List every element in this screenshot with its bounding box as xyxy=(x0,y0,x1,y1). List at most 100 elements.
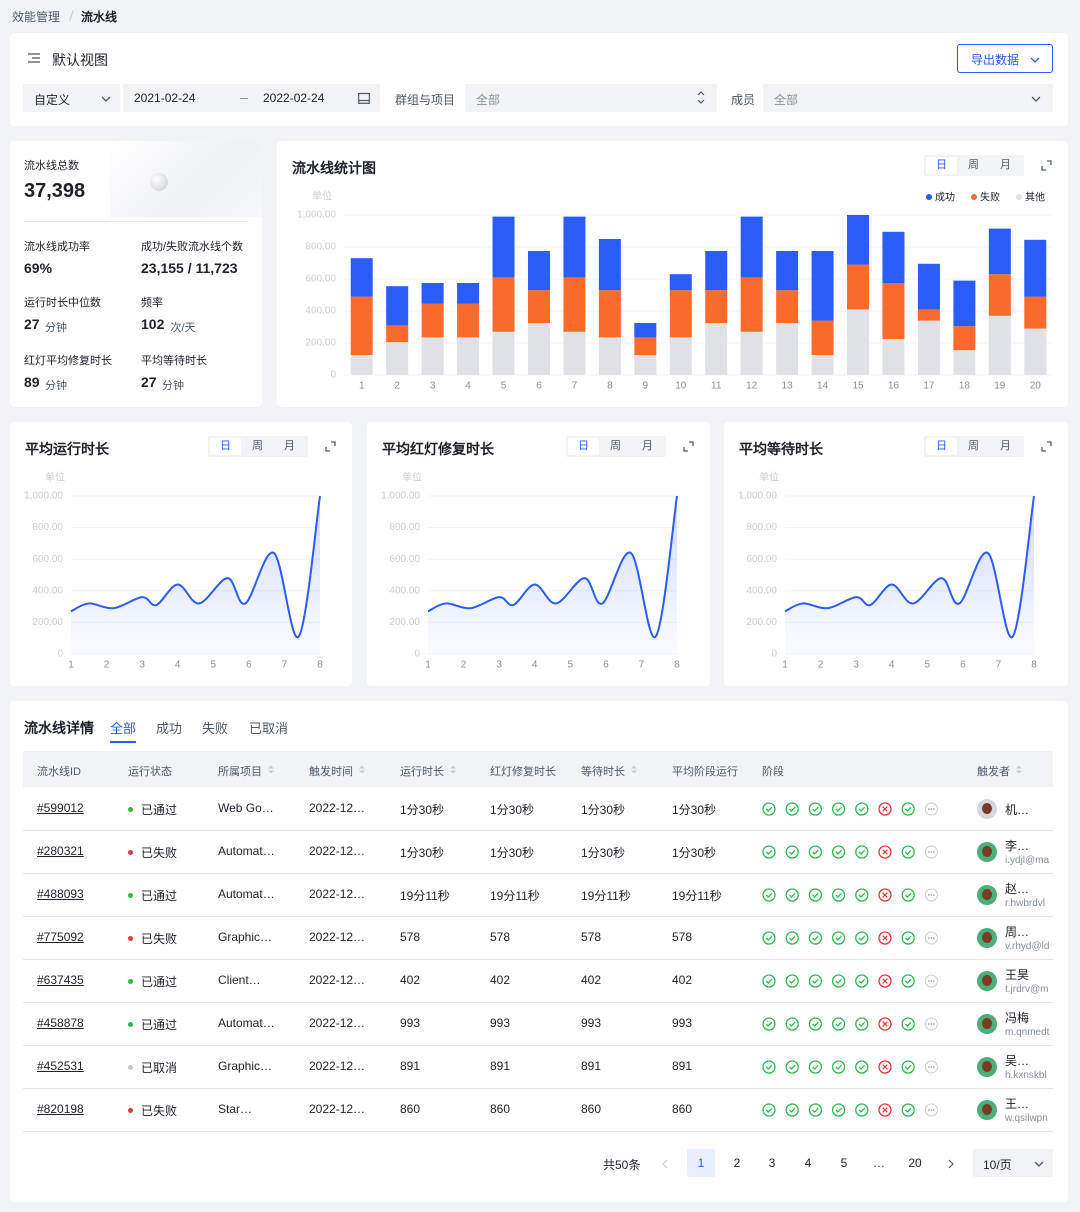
page-button[interactable]: 20 xyxy=(908,1156,922,1170)
stage-passed xyxy=(808,1017,823,1031)
stage-passed xyxy=(831,1060,846,1074)
period-tab[interactable]: 周 xyxy=(968,159,979,171)
x-tick-label: 7 xyxy=(639,660,645,671)
period-tab[interactable]: 日 xyxy=(568,438,599,455)
stage-icons xyxy=(762,1060,938,1074)
breadcrumb-item[interactable]: 效能管理 xyxy=(12,10,61,24)
page-button[interactable]: 1 xyxy=(687,1149,715,1177)
expand xyxy=(1041,441,1052,452)
bar-segment xyxy=(563,216,586,278)
pipeline-id-link[interactable]: #599012 xyxy=(37,801,84,815)
table-tab[interactable]: 成功 xyxy=(156,721,183,736)
pipeline-id-link[interactable]: #637435 xyxy=(37,973,84,987)
y-tick-label: 200.00 xyxy=(389,617,420,628)
page-button[interactable]: 2 xyxy=(733,1156,741,1170)
period-tab[interactable]: 周 xyxy=(252,440,263,452)
sort-icon xyxy=(1016,765,1022,774)
period-tab[interactable]: 月 xyxy=(1000,159,1011,171)
bar-segment xyxy=(1024,239,1047,297)
check xyxy=(812,849,819,855)
stage-passed xyxy=(831,1103,846,1117)
legend-swatch xyxy=(926,194,932,200)
stage-passed xyxy=(762,888,776,902)
period-tab[interactable]: 月 xyxy=(1000,440,1011,452)
range-select[interactable]: 自定义 xyxy=(23,84,120,112)
avatar xyxy=(977,1057,997,1077)
page-button[interactable]: 3 xyxy=(768,1156,776,1170)
period-tab[interactable]: 日 xyxy=(926,157,957,174)
row-divider xyxy=(23,1131,1053,1132)
export-button[interactable]: 导出数据 xyxy=(957,44,1053,73)
view-title[interactable]: 默认视图 xyxy=(52,52,108,68)
table-cell: 已通过 xyxy=(141,1018,178,1032)
table-header xyxy=(23,751,1053,787)
check xyxy=(765,806,773,812)
unit-label: 单位 xyxy=(759,471,779,484)
pipeline-id-link[interactable]: #488093 xyxy=(37,887,84,901)
pagination-total: 共50条 xyxy=(603,1158,641,1172)
period-tab[interactable]: 日 xyxy=(210,438,241,455)
table-tab[interactable]: 全部 xyxy=(110,721,137,736)
period-tab[interactable]: 周 xyxy=(968,440,979,452)
pipeline-id-link[interactable]: #775092 xyxy=(37,930,84,944)
stage-passed xyxy=(831,888,846,902)
column-header: 等待时长 xyxy=(581,766,625,778)
x-tick-label: 10 xyxy=(675,381,687,392)
period-tab[interactable]: 月 xyxy=(284,440,295,452)
sort xyxy=(1016,765,1022,774)
bar-segment xyxy=(669,290,692,338)
pipeline-id-link[interactable]: #280321 xyxy=(37,844,84,858)
table-tab[interactable]: 已取消 xyxy=(249,721,289,736)
bar-segment xyxy=(1024,296,1047,329)
expand-icon xyxy=(325,441,336,452)
bar-segment xyxy=(953,280,976,327)
cross xyxy=(882,1021,888,1027)
x-tick-label: 5 xyxy=(568,660,574,671)
stage-failed xyxy=(878,1060,892,1074)
page-button[interactable]: 5 xyxy=(840,1156,848,1170)
x-tick-label: 2 xyxy=(818,660,824,671)
bar-segment xyxy=(740,277,763,332)
member-select[interactable]: 全部 xyxy=(763,84,1053,112)
page-size-select[interactable]: 10/页 xyxy=(973,1149,1053,1177)
check xyxy=(765,1107,773,1113)
page-button[interactable]: 4 xyxy=(804,1156,812,1170)
check xyxy=(905,978,912,984)
date-picker[interactable]: 2021-02-24 2022-02-24 xyxy=(123,84,380,112)
avatar-face xyxy=(982,975,992,986)
check xyxy=(789,935,796,941)
table-tab[interactable]: 失败 xyxy=(202,721,229,736)
period-tab[interactable]: 日 xyxy=(926,438,957,455)
bar-segment xyxy=(421,303,444,338)
trigger-name: 周… xyxy=(1005,925,1030,939)
x-tick-label: 7 xyxy=(282,660,288,671)
sort xyxy=(268,765,274,774)
chevron xyxy=(101,96,111,102)
period-tab[interactable]: 周 xyxy=(610,440,621,452)
pipeline-id-link[interactable]: #820198 xyxy=(37,1102,84,1116)
chevron-icon xyxy=(1034,1161,1044,1167)
stat-unit: 分钟 xyxy=(162,380,184,392)
check xyxy=(835,1064,842,1070)
bar-segment xyxy=(598,290,621,338)
sort-icon xyxy=(359,765,365,774)
pipeline-id-link[interactable]: #458878 xyxy=(37,1016,84,1030)
row-divider xyxy=(23,1002,1053,1003)
table-cell: 860 xyxy=(490,1102,511,1116)
y-tick-label: 800.00 xyxy=(389,522,420,533)
period-tab[interactable]: 月 xyxy=(642,440,653,452)
group-select[interactable]: 全部 xyxy=(465,84,717,112)
avatar xyxy=(977,799,997,819)
page-button[interactable]: … xyxy=(873,1156,885,1170)
check xyxy=(858,806,866,812)
table-cell: 860 xyxy=(400,1102,421,1116)
group-label: 群组与项目 xyxy=(395,93,456,107)
dot xyxy=(930,1023,933,1025)
pipeline-id-link[interactable]: #452531 xyxy=(37,1059,84,1073)
chevron-icon xyxy=(1030,57,1040,63)
x-tick-label: 13 xyxy=(782,381,794,392)
stats-orb xyxy=(150,173,168,191)
check xyxy=(765,849,773,855)
table-cell: 1分30秒 xyxy=(672,846,717,860)
